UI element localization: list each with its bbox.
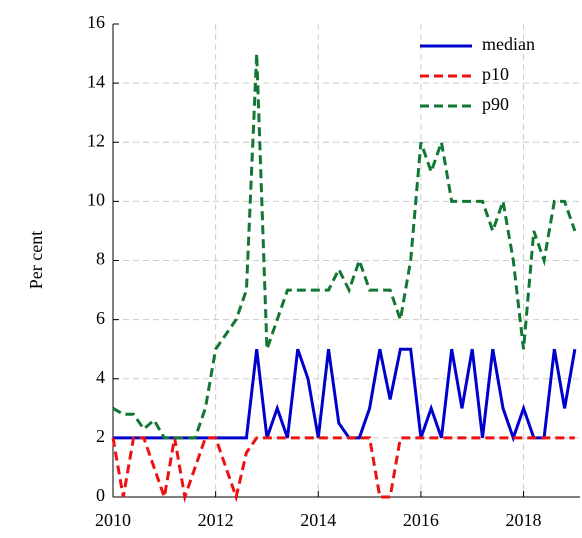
y-tick-label: 0 bbox=[96, 485, 105, 505]
x-tick-label: 2018 bbox=[506, 510, 542, 530]
series-line bbox=[112, 53, 577, 440]
y-tick-label: 8 bbox=[96, 249, 105, 269]
x-tick-label: 2010 bbox=[95, 510, 131, 530]
y-tick-label: 14 bbox=[87, 71, 105, 91]
legend-label: median bbox=[482, 34, 535, 54]
x-tick-label: 2016 bbox=[403, 510, 439, 530]
y-tick-label: 16 bbox=[87, 12, 105, 32]
series-line bbox=[111, 436, 575, 503]
y-axis-label: Per cent bbox=[26, 231, 46, 289]
legend-label: p90 bbox=[482, 94, 509, 114]
y-tick-label: 10 bbox=[87, 190, 105, 210]
y-tick-label: 6 bbox=[96, 308, 105, 328]
legend-label: p10 bbox=[482, 64, 509, 84]
x-tick-label: 2012 bbox=[198, 510, 234, 530]
y-tick-label: 12 bbox=[87, 130, 105, 150]
y-tick-label: 4 bbox=[96, 367, 105, 387]
x-tick-label: 2014 bbox=[300, 510, 336, 530]
y-tick-label: 2 bbox=[96, 426, 105, 446]
series-line bbox=[113, 347, 577, 443]
